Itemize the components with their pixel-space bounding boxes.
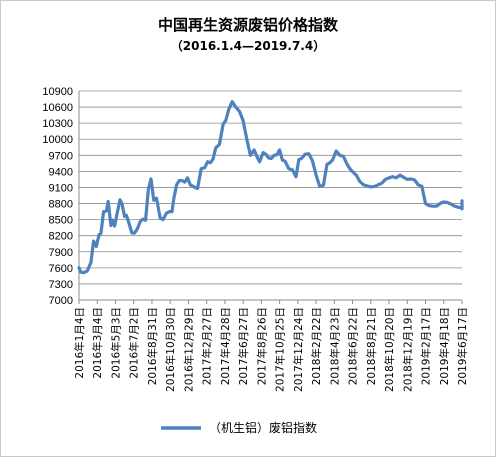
x-tick-label: 2017年8月26日 <box>255 307 268 385</box>
y-tick-label: 10000 <box>42 134 73 146</box>
legend-label: （机生铝）废铝指数 <box>209 420 317 435</box>
x-tick-label: 2018年10月20日 <box>383 307 396 392</box>
x-tick-label: 2017年10月25日 <box>274 307 287 392</box>
legend: （机生铝）废铝指数 <box>161 420 317 435</box>
x-tick-label: 2018年12月19日 <box>401 307 414 392</box>
x-tick-label: 2017年4月28日 <box>219 307 232 385</box>
y-tick-label: 8500 <box>49 215 73 227</box>
x-tick-label: 2016年12月29日 <box>182 307 195 392</box>
y-tick-label: 8200 <box>49 231 73 243</box>
x-tick-label: 2017年6月27日 <box>237 307 250 385</box>
y-tick-label: 7900 <box>49 247 73 259</box>
y-tick-label: 10300 <box>42 118 73 130</box>
x-tick-label: 2016年10月30日 <box>164 307 177 392</box>
x-tick-label: 2018年6月22日 <box>347 307 360 385</box>
x-tick-label: 2018年4月23日 <box>328 307 341 385</box>
x-tick-label: 2017年12月24日 <box>292 307 305 392</box>
chart-subtitle: （2016.1.4—2019.7.4） <box>171 38 325 53</box>
x-tick-label: 2016年3月4日 <box>91 307 104 379</box>
gridlines <box>78 90 462 301</box>
x-tick-label: 2019年6月17日 <box>456 307 469 385</box>
series-line-0 <box>77 100 464 275</box>
y-tick-label: 7000 <box>49 295 73 307</box>
x-tick-label: 2017年2月27日 <box>201 307 214 385</box>
y-tick-label: 8800 <box>49 199 73 211</box>
y-tick-label: 9100 <box>49 182 73 194</box>
x-tick-label: 2016年7月2日 <box>128 307 141 379</box>
x-tick-label: 2019年2月17日 <box>420 307 433 385</box>
y-tick-label: 10600 <box>42 102 73 114</box>
y-tick-label: 7300 <box>49 279 73 291</box>
x-tick-label: 2018年8月21日 <box>365 307 378 385</box>
x-axis-tick-labels: 2016年1月4日 2016年3月4日 2016年5月3日 2016年7月2日 2016… <box>73 300 469 392</box>
x-tick-label: 2016年5月3日 <box>109 307 122 379</box>
y-tick-label: 7600 <box>49 263 73 275</box>
y-tick-label: 9400 <box>49 166 73 178</box>
chart-title: 中国再生资源废铝价格指数 <box>158 16 339 34</box>
y-axis-tick-labels: 7000 7300 7600 7900 8200 8500 8800 9100 9400 9700… <box>42 86 73 307</box>
x-tick-label: 2018年2月22日 <box>310 307 323 385</box>
y-tick-label: 10900 <box>42 86 73 98</box>
x-tick-label: 2016年1月4日 <box>73 307 86 379</box>
x-tick-label: 2019年4月18日 <box>438 307 451 385</box>
x-tick-label: 2016年8月31日 <box>146 307 159 385</box>
series-layer <box>77 100 464 275</box>
y-tick-label: 9700 <box>49 150 73 162</box>
